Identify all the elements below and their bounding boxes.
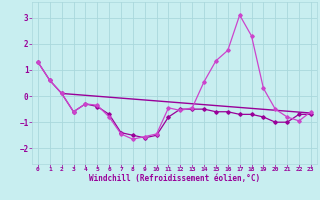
X-axis label: Windchill (Refroidissement éolien,°C): Windchill (Refroidissement éolien,°C) <box>89 174 260 183</box>
